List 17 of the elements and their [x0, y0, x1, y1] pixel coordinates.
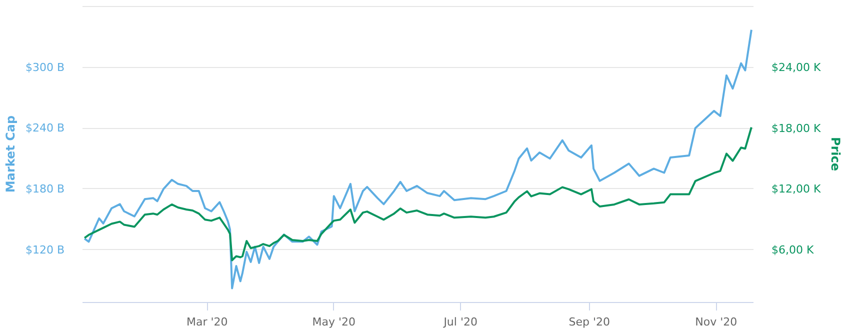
x-tick-label: Jul '20	[442, 316, 478, 328]
y2-tick-label: $6,00 K	[772, 244, 814, 257]
line-series	[84, 126, 752, 262]
y2-axis-title: Price	[828, 136, 843, 172]
x-tick-label: Mar '20	[186, 316, 228, 328]
x-tick-label: May '20	[312, 316, 356, 328]
y-tick-label: $300 B	[25, 60, 65, 74]
x-tick-label: Sep '20	[568, 316, 610, 328]
y-tick-label: $240 B	[25, 122, 65, 135]
y2-tick-label: $24,00 K	[772, 60, 822, 74]
y2-tick-label: $12,00 K	[772, 182, 822, 196]
y2-tick-label: $18,00 K	[772, 122, 822, 135]
y-tick-label: $180 B	[25, 182, 65, 196]
line-series	[84, 28, 752, 290]
x-tick-label: Nov '20	[695, 316, 738, 328]
y-tick-label: $120 B	[25, 243, 65, 256]
y-axis-title: Market Cap	[3, 115, 18, 193]
